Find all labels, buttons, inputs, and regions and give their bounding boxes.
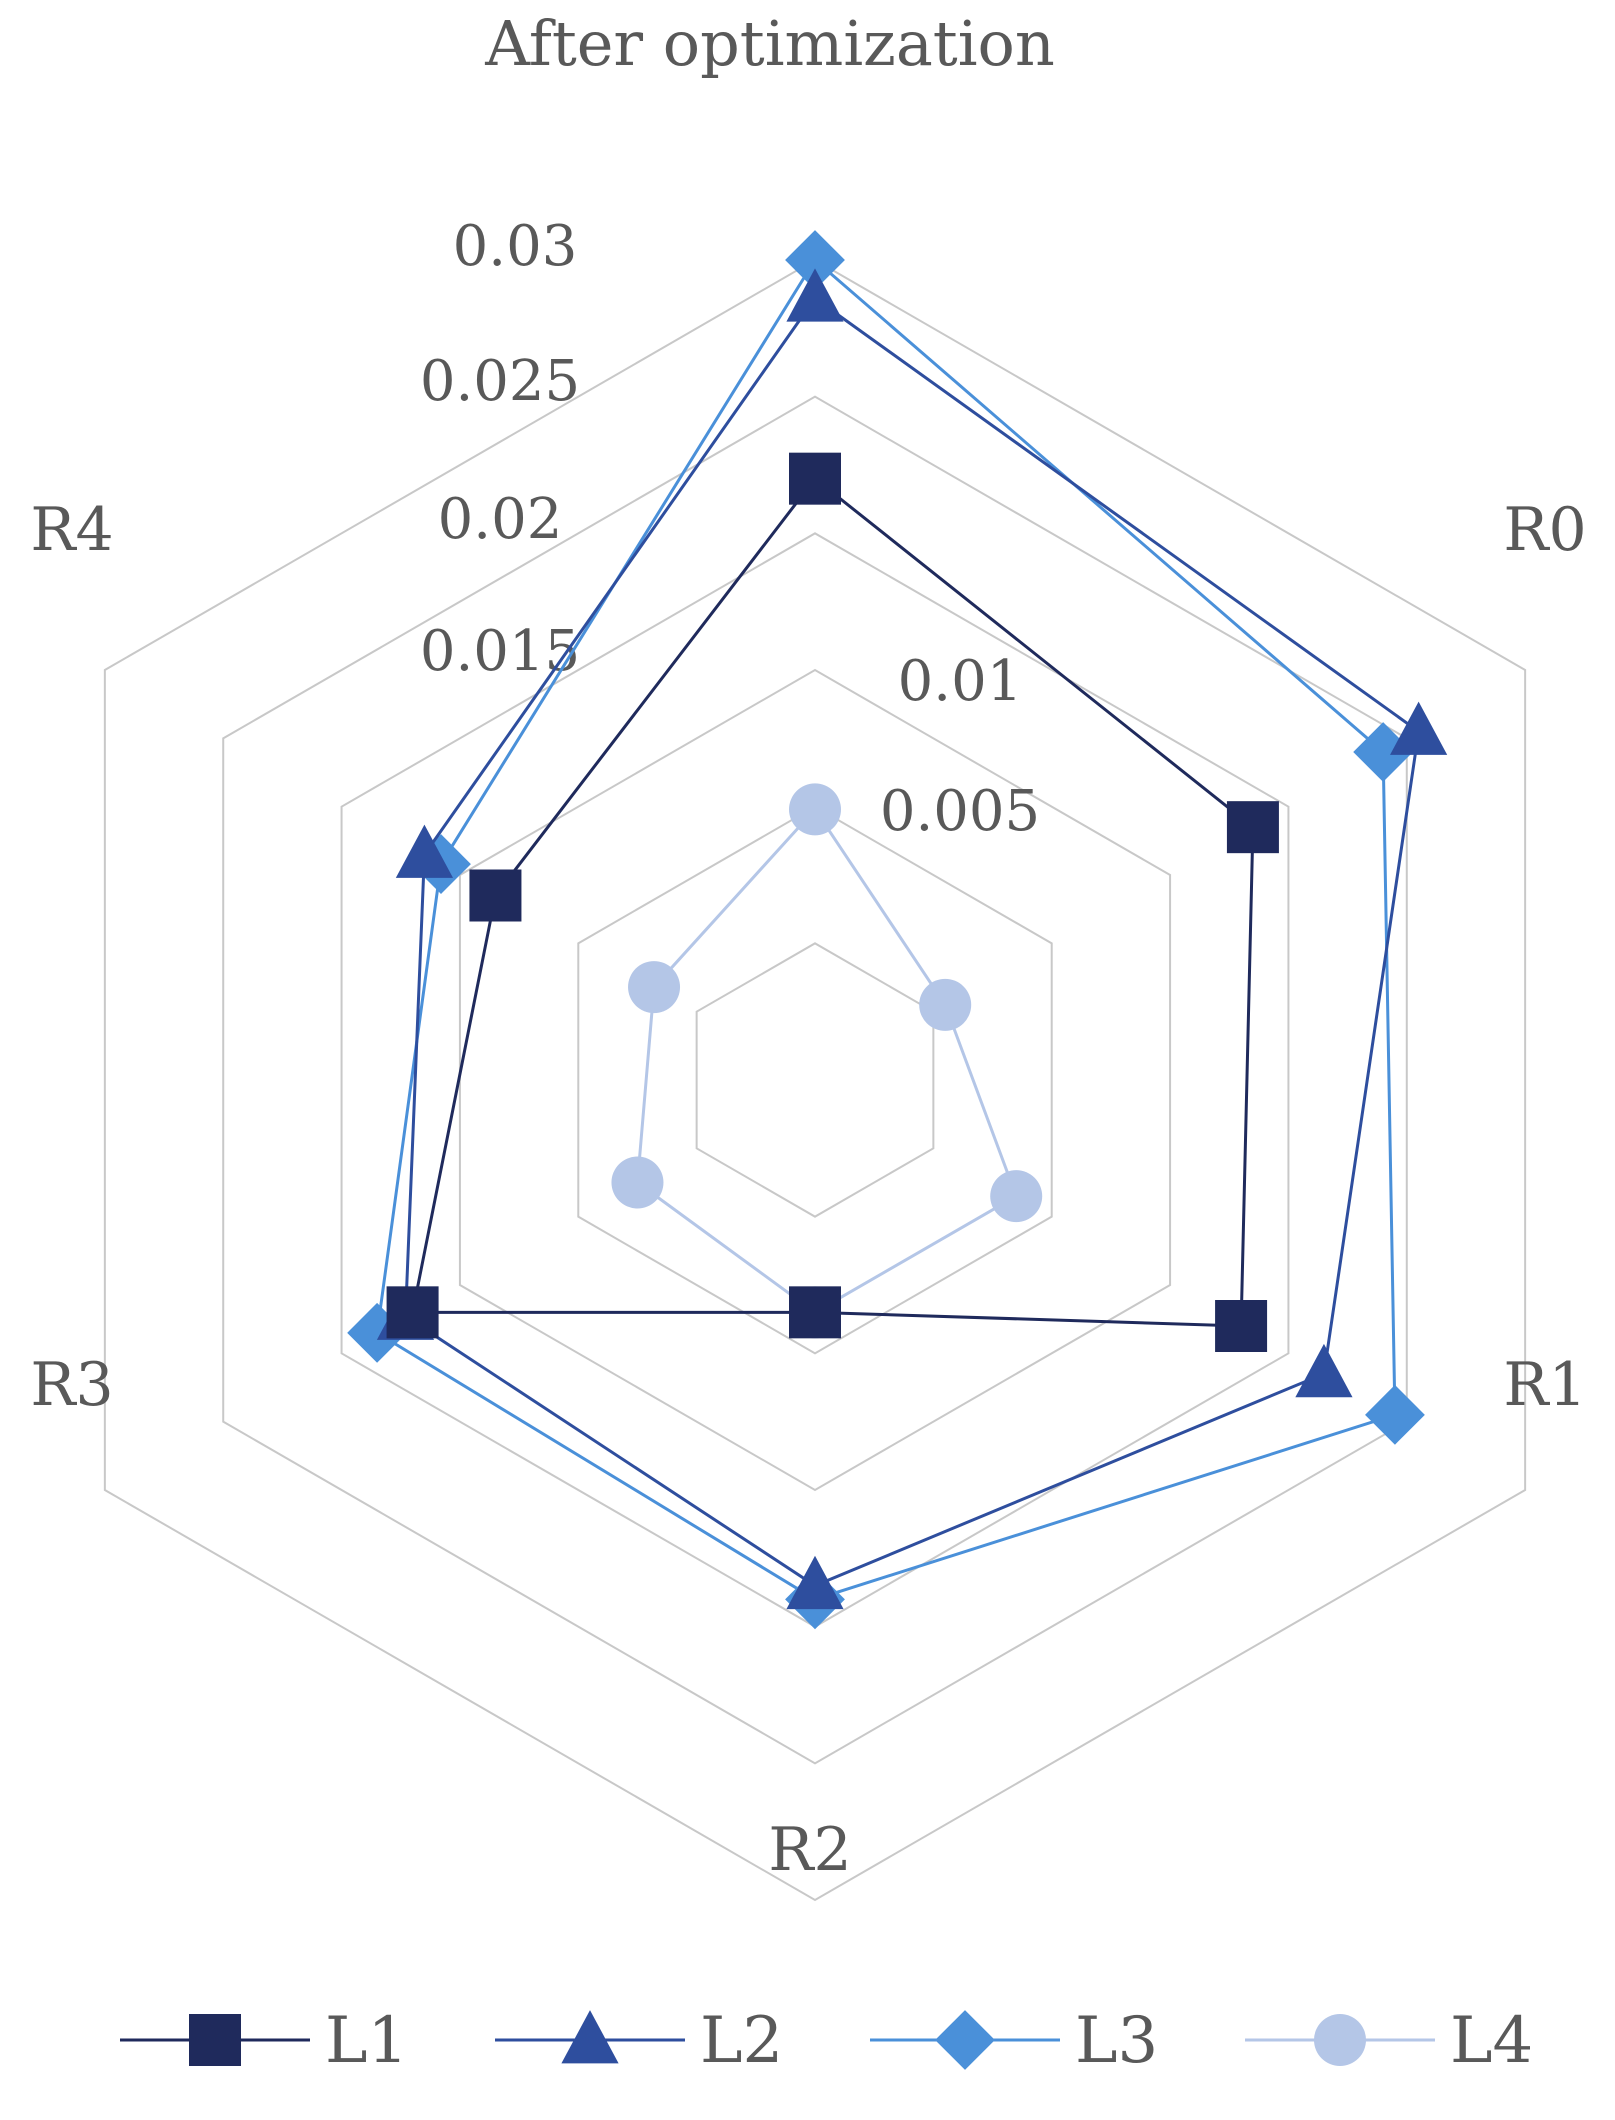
legend-item-l2: L2 [495,2004,783,2078]
legend: L1 L2 L3 L4 [120,2004,1533,2078]
data-point-l3 [785,230,845,290]
data-point-l2 [786,1555,844,1610]
tick-label: 0.03 [453,214,578,279]
series-line-l4 [635,806,1019,1315]
legend-item-l4: L4 [1245,2004,1533,2078]
data-point-l2 [1295,1343,1353,1398]
grid-ring [458,668,1172,1492]
category-label-r2: R2 [768,1815,851,1885]
data-point-l1 [789,1286,841,1339]
data-point-l4 [628,961,681,1014]
series-l2 [376,268,1448,1610]
data-point-l3 [1365,1384,1425,1445]
series-line-l1 [410,476,1255,1328]
data-point-l3 [1353,722,1414,782]
legend-item-l1: L1 [120,2004,408,2078]
legend-marker [561,2010,619,2064]
data-point-l1 [1226,801,1279,854]
radial-tick-labels: 0.005 0.01 0.015 0.02 0.025 0.03 [420,214,1040,844]
data-point-l4 [919,978,972,1031]
series-l3 [347,230,1425,1630]
series-l1 [386,452,1279,1352]
grid-ring [103,258,1527,1902]
data-point-l4 [789,783,841,836]
tick-label: 0.015 [420,619,580,684]
legend-label: L2 [700,2004,783,2078]
tick-label: 0.01 [898,649,1023,714]
grid-ring [340,532,1290,1628]
legend-label: L3 [1075,2004,1158,2078]
data-point-l4 [611,1156,664,1209]
chart-title: After optimization [484,7,1055,80]
grid-ring [695,942,935,1218]
series-layer [347,230,1448,1630]
legend-label: L4 [1450,2004,1533,2078]
tick-label: 0.025 [420,349,580,414]
data-point-l1 [789,452,841,505]
category-label-r0: R0 [1503,495,1586,565]
radar-grid [103,258,1527,1902]
data-point-l2 [1390,701,1448,755]
data-point-l1 [386,1286,439,1339]
tick-label: 0.02 [438,487,563,552]
data-point-l3 [347,1302,407,1363]
series-l4 [611,783,1043,1339]
grid-ring [577,805,1053,1355]
category-label-r3: R3 [30,1350,113,1420]
data-point-l4 [990,1170,1043,1223]
category-label-r1: R1 [1503,1350,1586,1420]
category-labels: R0 R1 R2 R3 R4 [30,495,1586,1885]
data-point-l1 [469,869,522,922]
category-label-r4: R4 [30,495,113,565]
data-point-l1 [1215,1300,1268,1352]
legend-marker [189,2014,241,2066]
legend-marker [935,2010,995,2070]
tick-label: 0.005 [880,779,1040,844]
data-point-l2 [395,824,454,878]
legend-label: L1 [325,2004,408,2078]
legend-item-l3: L3 [870,2004,1158,2078]
legend-marker [1314,2014,1366,2066]
data-point-l2 [786,268,844,322]
